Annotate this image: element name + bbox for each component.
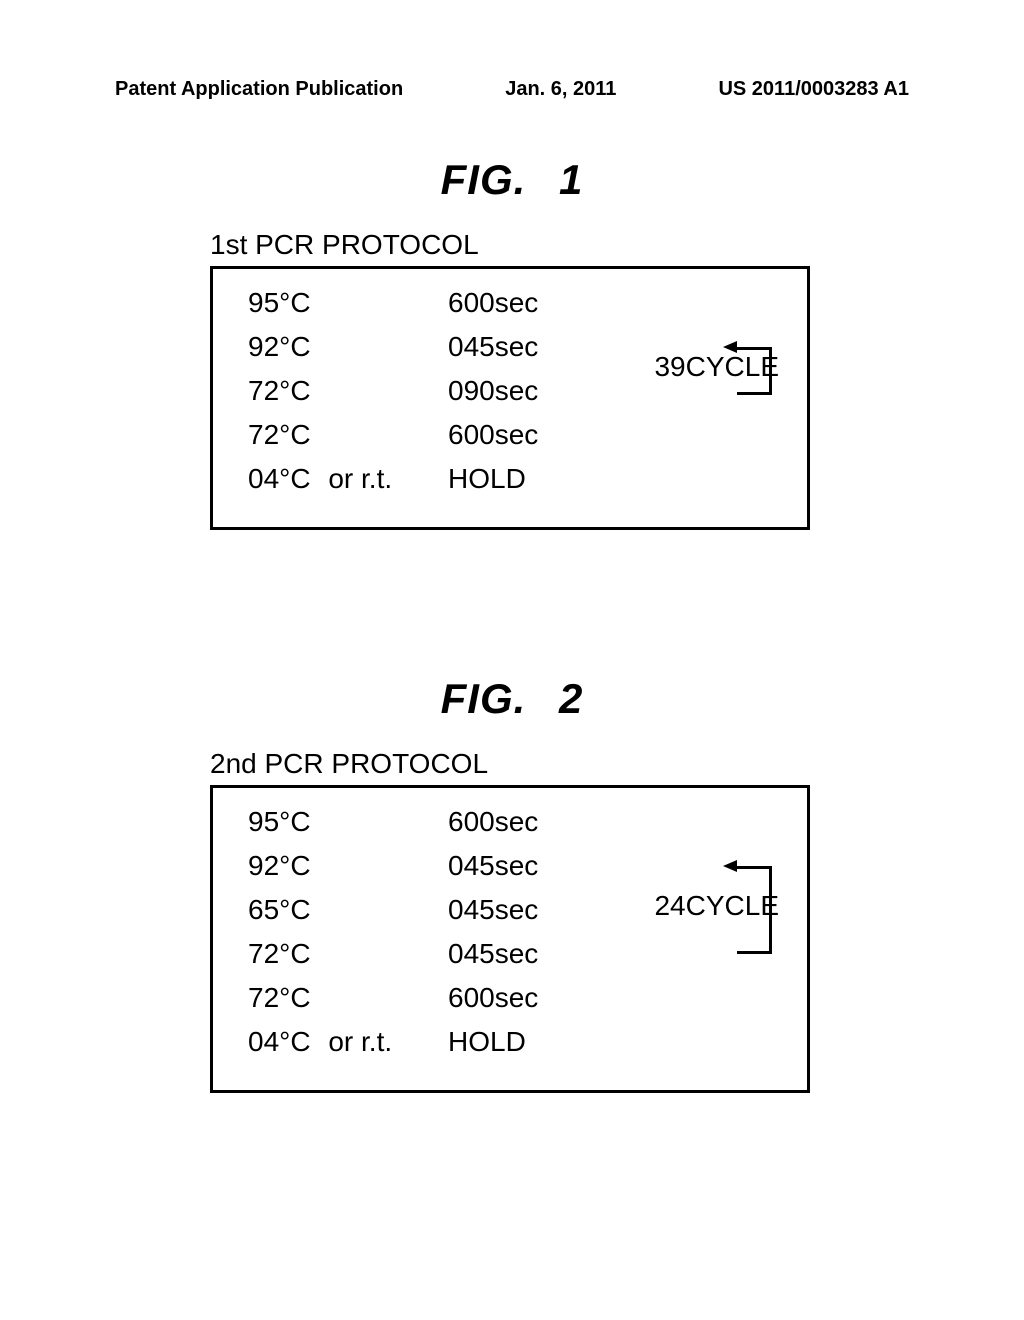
header-left-text: Patent Application Publication [115, 78, 403, 101]
figure-1-label: FIG. 1 [0, 156, 1024, 204]
header-right-id: US 2011/0003283 A1 [718, 78, 909, 101]
fig1-prefix: FIG. [441, 156, 527, 203]
fig2-arrow-icon [723, 860, 737, 872]
figure-2-label: FIG. 2 [0, 675, 1024, 723]
fig2-row-1: 95°C 600sec [248, 806, 782, 838]
fig2-num: 2 [559, 675, 583, 722]
fig1-row-4: 72°C 600sec [248, 419, 782, 451]
fig2-temp-4: 72°C [248, 938, 448, 970]
fig2-time-4: 045sec [448, 938, 538, 970]
fig2-protocol-title: 2nd PCR PROTOCOL [210, 748, 1024, 780]
fig2-time-5: 600sec [448, 982, 538, 1014]
fig2-temp-6: 04°C or r.t. [248, 1026, 448, 1058]
fig1-temp-1: 95°C [248, 287, 448, 319]
fig2-temp-3: 65°C [248, 894, 448, 926]
fig1-time-1: 600sec [448, 287, 538, 319]
fig2-temp-5: 72°C [248, 982, 448, 1014]
fig2-temp-6-val: 04°C [248, 1026, 311, 1057]
fig1-protocol-box: 95°C 600sec 92°C 045sec 72°C 090sec 72°C… [210, 266, 810, 530]
fig2-protocol-box: 95°C 600sec 92°C 045sec 65°C 045sec 72°C… [210, 785, 810, 1093]
header-center-date: Jan. 6, 2011 [505, 78, 616, 101]
fig1-temp-3: 72°C [248, 375, 448, 407]
fig1-temp-4: 72°C [248, 419, 448, 451]
fig1-row-5: 04°C or r.t. HOLD [248, 463, 782, 495]
fig2-time-2: 045sec [448, 850, 538, 882]
fig1-temp-5-val: 04°C [248, 463, 311, 494]
fig2-time-1: 600sec [448, 806, 538, 838]
fig1-time-3: 090sec [448, 375, 538, 407]
fig2-temp-1: 95°C [248, 806, 448, 838]
fig1-protocol-title: 1st PCR PROTOCOL [210, 229, 1024, 261]
fig2-row-5: 72°C 600sec [248, 982, 782, 1014]
fig2-cycle-label: 24CYCLE [654, 890, 779, 922]
fig1-temp-2: 92°C [248, 331, 448, 363]
fig2-time-6: HOLD [448, 1026, 526, 1058]
patent-header: Patent Application Publication Jan. 6, 2… [0, 0, 1024, 101]
fig1-num: 1 [559, 156, 583, 203]
fig1-time-2: 045sec [448, 331, 538, 363]
fig2-time-3: 045sec [448, 894, 538, 926]
fig2-temp-2: 92°C [248, 850, 448, 882]
fig2-row-2: 92°C 045sec [248, 850, 782, 882]
fig2-temp-6-extra: or r.t. [328, 1026, 392, 1057]
fig2-row-4: 72°C 045sec [248, 938, 782, 970]
fig1-temp-5: 04°C or r.t. [248, 463, 448, 495]
fig2-row-6: 04°C or r.t. HOLD [248, 1026, 782, 1058]
fig1-time-5: HOLD [448, 463, 526, 495]
fig1-row-1: 95°C 600sec [248, 287, 782, 319]
fig2-prefix: FIG. [441, 675, 527, 722]
fig1-time-4: 600sec [448, 419, 538, 451]
fig1-temp-5-extra: or r.t. [328, 463, 392, 494]
fig1-cycle-label: 39CYCLE [654, 351, 779, 383]
fig2-section: FIG. 2 2nd PCR PROTOCOL 95°C 600sec 92°C… [0, 675, 1024, 1093]
